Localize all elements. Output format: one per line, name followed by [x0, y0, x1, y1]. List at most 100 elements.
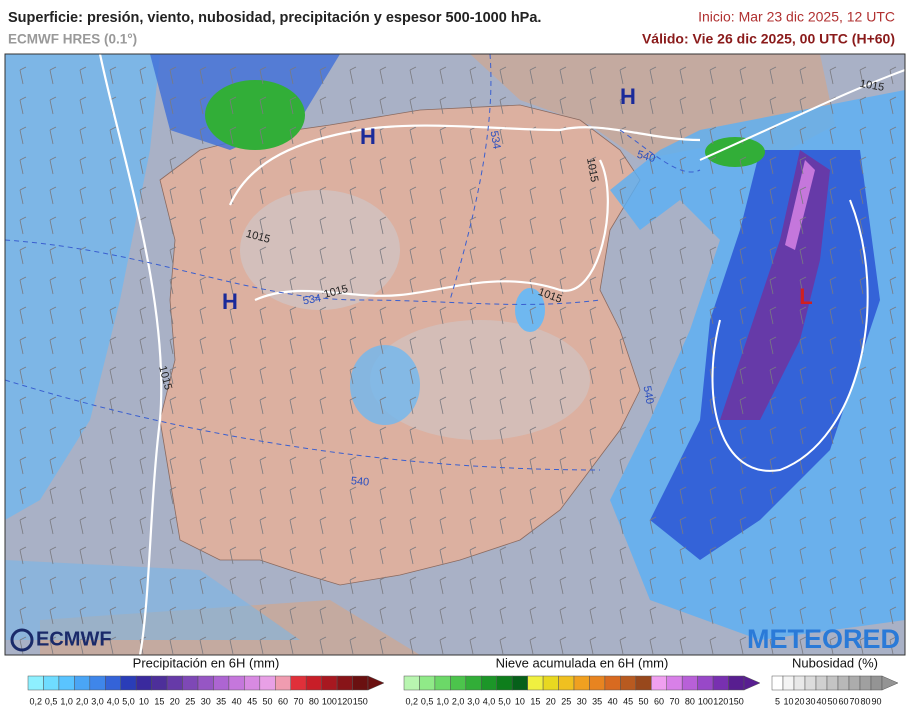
- wind-barb: [139, 516, 147, 535]
- wind-barb: [739, 216, 747, 235]
- wind-barb: [349, 216, 357, 235]
- wind-barb: [649, 126, 657, 145]
- wind-barb: [379, 216, 387, 235]
- wind-barb: [199, 576, 207, 595]
- wind-barb: [379, 336, 387, 355]
- legend-label: 4,0: [107, 696, 120, 706]
- wind-barb: [859, 606, 867, 625]
- wind-barb: [529, 636, 537, 655]
- wind-barb: [769, 96, 777, 115]
- thickness-line: [619, 129, 701, 173]
- legend-title: Nubosidad (%): [792, 655, 878, 670]
- wind-barb: [439, 366, 447, 385]
- wind-barb: [199, 186, 207, 205]
- wind-barb: [559, 336, 567, 355]
- wind-barb: [829, 66, 837, 85]
- wind-barb: [799, 546, 807, 565]
- thickness-label: 534: [302, 292, 322, 307]
- wind-barb: [439, 396, 447, 415]
- wind-barb: [229, 606, 237, 625]
- wind-barb: [769, 576, 777, 595]
- legend-label: 10: [783, 696, 793, 706]
- wind-barb: [319, 516, 327, 535]
- wind-barb: [439, 96, 447, 115]
- wind-barb: [649, 366, 657, 385]
- isobar: [699, 69, 905, 161]
- wind-barb: [19, 276, 27, 295]
- wind-barb: [889, 546, 897, 565]
- legend-swatch: [620, 675, 637, 691]
- thickness-line: [5, 239, 601, 305]
- wind-barb: [769, 426, 777, 445]
- wind-barb: [379, 276, 387, 295]
- wind-barb: [109, 366, 117, 385]
- wind-barb: [439, 336, 447, 355]
- wind-barb: [289, 126, 297, 145]
- wind-barb: [769, 276, 777, 295]
- wind-barb: [499, 606, 507, 625]
- wind-barb: [859, 636, 867, 655]
- wind-barb: [859, 186, 867, 205]
- wind-barb: [169, 456, 177, 475]
- pressure-center: H: [222, 289, 238, 314]
- legend-swatch: [826, 675, 839, 691]
- isobar-label: 1015: [584, 157, 600, 183]
- wind-barb: [589, 516, 597, 535]
- wind-barb: [799, 396, 807, 415]
- wind-barb: [769, 396, 777, 415]
- wind-barb: [169, 96, 177, 115]
- wind-barb: [49, 156, 57, 175]
- wind-barb: [649, 246, 657, 265]
- wind-barb: [169, 486, 177, 505]
- legend-swatch: [305, 675, 322, 691]
- wind-barb: [259, 186, 267, 205]
- legend-label: 0,5: [45, 696, 58, 706]
- wind-barb: [439, 426, 447, 445]
- wind-barb: [499, 336, 507, 355]
- wind-barb: [349, 546, 357, 565]
- wind-barb: [559, 396, 567, 415]
- legend-label: 80: [860, 696, 870, 706]
- wind-barb: [109, 156, 117, 175]
- wind-barb: [409, 126, 417, 145]
- wind-barb: [259, 546, 267, 565]
- legend-label: 50: [827, 696, 837, 706]
- wind-barb: [349, 576, 357, 595]
- wind-barb: [319, 246, 327, 265]
- wind-barb: [769, 66, 777, 85]
- wind-barb: [139, 306, 147, 325]
- wind-barb: [649, 486, 657, 505]
- legend-swatch: [666, 675, 683, 691]
- wind-barb: [49, 516, 57, 535]
- wind-barb: [19, 306, 27, 325]
- wind-barb: [679, 606, 687, 625]
- wind-barb: [739, 426, 747, 445]
- wind-barb: [79, 636, 87, 655]
- wind-barb: [709, 216, 717, 235]
- wind-barb: [169, 426, 177, 445]
- legend-label: 60: [654, 696, 664, 706]
- thickness-label: 540: [636, 149, 657, 165]
- legend-label: 3,0: [467, 696, 480, 706]
- legend-swatch: [120, 675, 137, 691]
- wind-barb: [649, 396, 657, 415]
- legend-label: 40: [816, 696, 826, 706]
- wind-barb: [499, 156, 507, 175]
- wind-barb: [559, 636, 567, 655]
- wind-barb: [229, 486, 237, 505]
- wind-barb: [499, 486, 507, 505]
- wind-barb: [259, 216, 267, 235]
- wind-barb: [169, 66, 177, 85]
- wind-barb: [709, 606, 717, 625]
- valid-time: Válido: Vie 26 dic 2025, 00 UTC (H+60): [642, 31, 895, 47]
- legend-label: 5,0: [122, 696, 135, 706]
- wind-barb: [799, 486, 807, 505]
- wind-barb: [229, 576, 237, 595]
- wind-barb: [409, 276, 417, 295]
- wind-barb: [379, 96, 387, 115]
- wind-barb: [619, 606, 627, 625]
- precip-area: [785, 160, 815, 250]
- wind-barb: [259, 246, 267, 265]
- wind-barb: [49, 276, 57, 295]
- wind-barb: [469, 336, 477, 355]
